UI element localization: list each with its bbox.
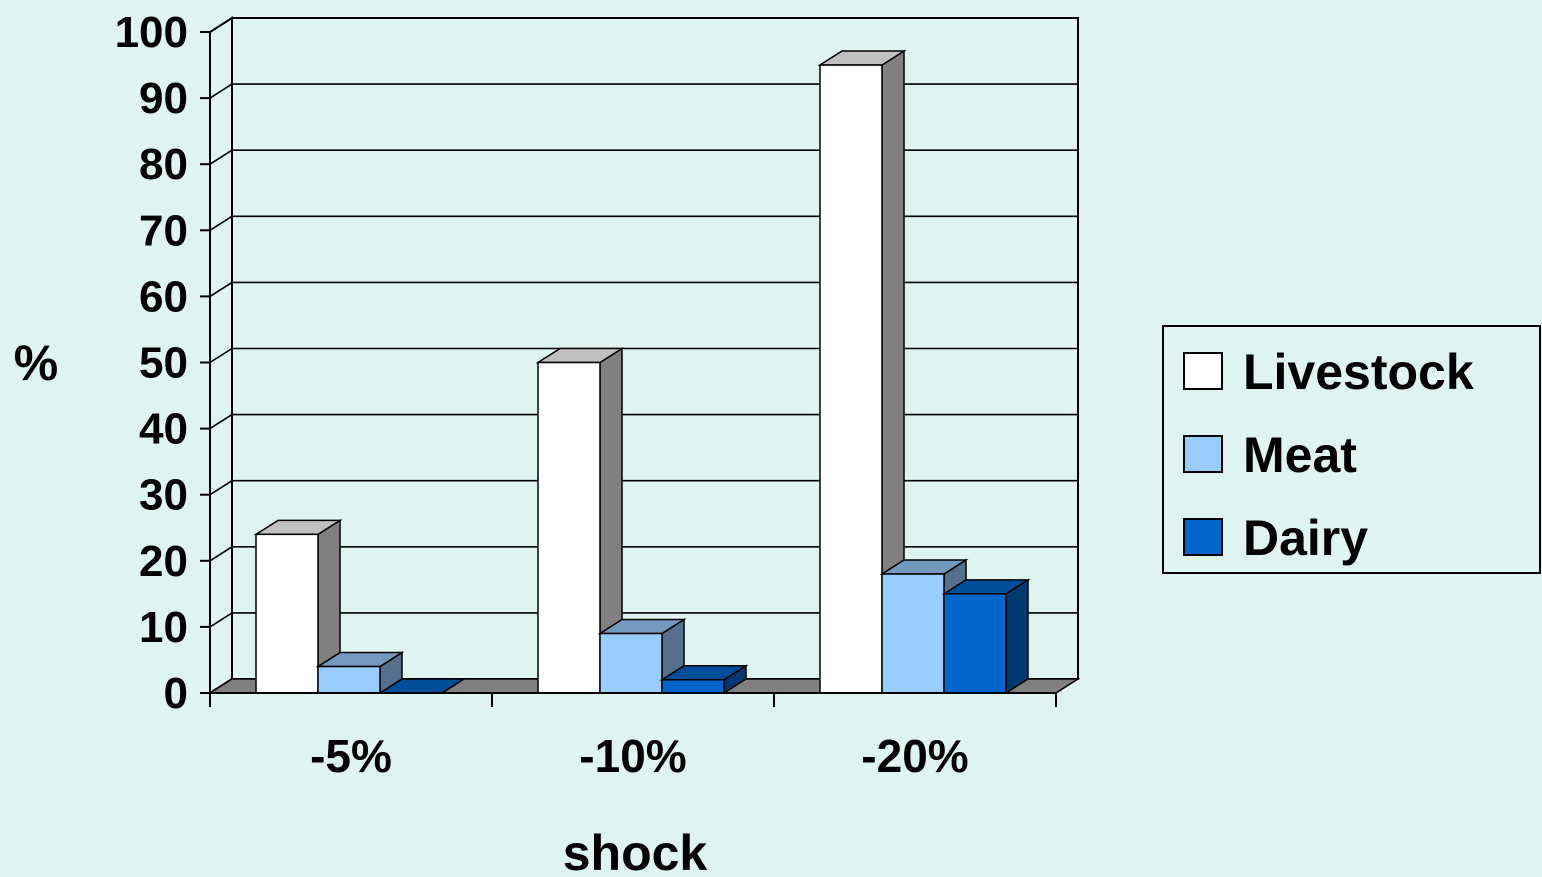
gridline xyxy=(209,17,1078,33)
y-tick-label: 60 xyxy=(139,272,188,321)
x-tick-label: -10% xyxy=(579,730,686,782)
y-tick-label: 20 xyxy=(139,537,188,586)
x-axis-title: shock xyxy=(563,825,708,877)
y-tick-label: 50 xyxy=(139,339,188,388)
bar-side xyxy=(1005,578,1029,695)
bar xyxy=(941,578,1031,695)
gridline xyxy=(209,479,1078,496)
bar-front xyxy=(599,632,663,694)
bar-front xyxy=(537,361,601,694)
legend-label: Livestock xyxy=(1243,344,1474,400)
legend-swatch xyxy=(1183,352,1223,390)
gridline xyxy=(209,413,1078,430)
y-tick-label: 0 xyxy=(164,669,188,718)
gridline xyxy=(209,215,1078,231)
y-tick-label: 100 xyxy=(115,8,188,57)
legend-swatch xyxy=(1183,435,1223,473)
gridline xyxy=(209,347,1078,364)
y-tick-label: 80 xyxy=(139,140,188,189)
legend-box xyxy=(1162,325,1541,574)
bar xyxy=(659,664,749,695)
x-tick-label: -20% xyxy=(861,730,968,782)
y-tick-label: 70 xyxy=(139,206,188,255)
bar-front xyxy=(661,679,725,694)
gridline xyxy=(209,612,1078,628)
axes: 0 10 20 30 40 50 60 70 80 90 100 -5% -10% -20% xyxy=(115,8,1057,782)
gridline xyxy=(209,545,1078,562)
bar xyxy=(597,618,687,695)
legend-label: Dairy xyxy=(1243,510,1368,566)
bar-front xyxy=(255,533,319,694)
x-tick-label: -5% xyxy=(310,730,392,782)
bars xyxy=(253,49,1031,695)
bar xyxy=(817,49,907,695)
y-axis-title: % xyxy=(14,335,58,391)
gridline xyxy=(209,281,1078,298)
legend-label: Meat xyxy=(1243,427,1357,483)
bar-front xyxy=(881,573,945,694)
bar xyxy=(315,651,405,695)
gridline xyxy=(209,83,1078,99)
legend-swatch xyxy=(1183,518,1223,556)
bar-front xyxy=(943,593,1007,694)
y-tick-label: 10 xyxy=(139,603,188,652)
legend: Livestock Meat Dairy xyxy=(1162,325,1541,574)
y-tick-label: 40 xyxy=(139,405,188,454)
bar-front xyxy=(317,665,381,694)
gridline xyxy=(209,149,1078,165)
y-tick-label: 90 xyxy=(139,74,188,123)
bar-front xyxy=(819,64,883,694)
y-tick-label: 30 xyxy=(139,471,188,520)
